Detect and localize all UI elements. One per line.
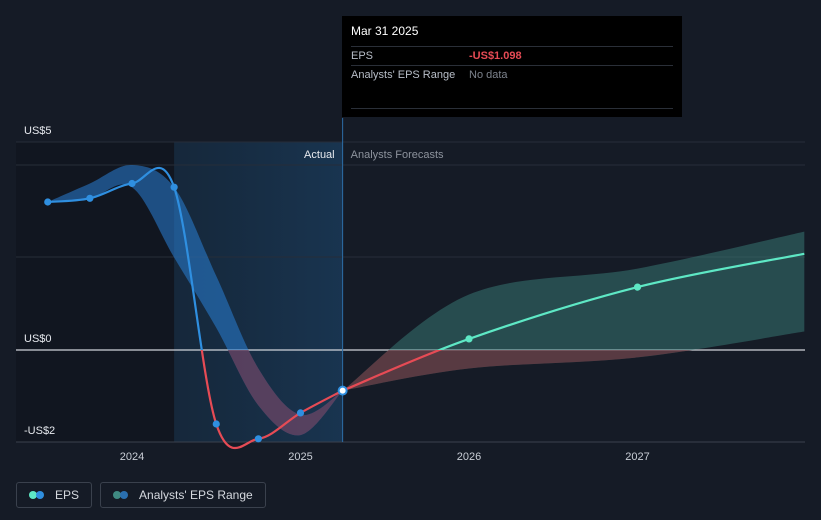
- eps-line-positive: [47, 166, 203, 350]
- y-tick-label-0: US$5: [24, 125, 52, 137]
- tooltip-range-label: Analysts' EPS Range: [351, 69, 456, 81]
- tooltip-date: Mar 31 2025: [351, 24, 419, 38]
- tooltip-range-value: No data: [469, 69, 508, 81]
- range-legend-dot-actual: [120, 491, 129, 499]
- x-tick-label-0: 2024: [120, 451, 144, 463]
- range-band-negative-1: [342, 350, 693, 391]
- range-band-negative-0: [227, 350, 343, 436]
- tooltip: Mar 31 2025 EPS -US$1.098 Analysts' EPS …: [342, 16, 682, 117]
- legend-eps-range[interactable]: Analysts' EPS Range: [100, 482, 266, 508]
- x-tick-label-2: 2026: [457, 451, 481, 463]
- eps-point-4: [212, 420, 220, 428]
- tooltip-range-row: Analysts' EPS Range No data: [351, 65, 673, 84]
- y-tick-label-2: -US$2: [24, 425, 55, 437]
- eps-point-6: [296, 409, 305, 417]
- eps-line-negative: [200, 350, 344, 449]
- eps-legend-dot-actual: [36, 491, 44, 499]
- eps-point-3: [170, 183, 178, 191]
- x-tick-label-3: 2027: [625, 451, 649, 463]
- eps-range-legend-icon: [113, 491, 131, 499]
- tooltip-divider: [351, 108, 673, 109]
- eps-chart: Actual Analysts Forecasts US$5 US$0 -US$2 202…: [16, 118, 805, 463]
- range-band-0: [47, 164, 343, 436]
- region-label-forecast: Analysts Forecasts: [351, 149, 444, 161]
- region-label-actual: Actual: [304, 149, 335, 161]
- eps-point-2: [128, 179, 136, 188]
- tooltip-eps-row: EPS -US$1.098: [351, 46, 673, 65]
- legend-eps[interactable]: EPS: [16, 482, 93, 508]
- range-legend-dot-forecast: [113, 491, 122, 499]
- legend-eps-range-label: Analysts' EPS Range: [139, 488, 253, 502]
- eps-legend-icon: [29, 491, 47, 499]
- forecast-line-positive: [436, 252, 805, 350]
- eps-point-0: [44, 198, 52, 206]
- tooltip-eps-value: -US$1.098: [469, 50, 522, 62]
- legend-eps-label: EPS: [55, 488, 80, 502]
- y-tick-label-1: US$0: [24, 333, 52, 345]
- legend: EPS Analysts' EPS Range: [16, 482, 266, 508]
- forecast-point-0: [465, 335, 473, 343]
- forecast-line-negative: [342, 350, 443, 392]
- tooltip-eps-label: EPS: [351, 50, 374, 62]
- eps-point-1: [86, 194, 94, 202]
- eps-point-5: [254, 435, 262, 443]
- eps-point-7: [337, 385, 348, 396]
- forecast-point-1: [633, 283, 642, 291]
- x-tick-label-1: 2025: [288, 451, 312, 463]
- eps-legend-dot-forecast: [29, 491, 37, 499]
